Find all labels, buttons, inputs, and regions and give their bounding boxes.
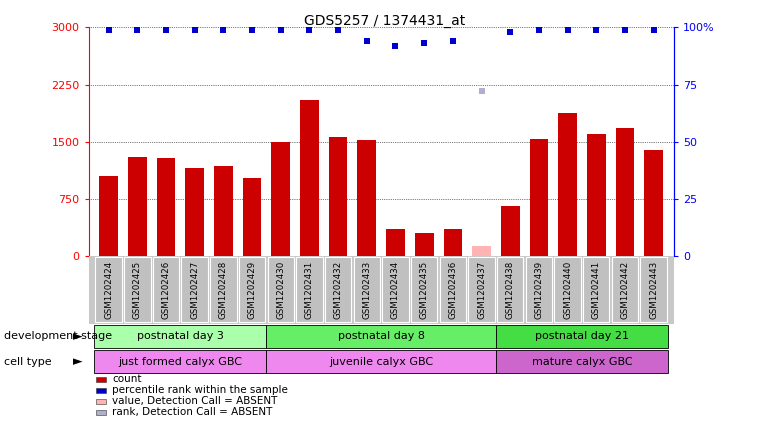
Text: GSM1202425: GSM1202425	[132, 261, 142, 319]
Text: ►: ►	[73, 330, 82, 343]
Bar	[496, 350, 668, 374]
Text: postnatal day 8: postnatal day 8	[338, 331, 424, 341]
Bar	[296, 257, 323, 322]
Text: juvenile calyx GBC: juvenile calyx GBC	[329, 357, 434, 367]
Bar	[329, 137, 347, 256]
Bar	[472, 246, 491, 256]
Text: GSM1202436: GSM1202436	[448, 261, 457, 319]
Text: GSM1202427: GSM1202427	[190, 261, 199, 319]
Bar	[382, 257, 409, 322]
Text: just formed calyx GBC: just formed calyx GBC	[119, 357, 243, 367]
Text: rank, Detection Call = ABSENT: rank, Detection Call = ABSENT	[112, 407, 273, 418]
Bar	[128, 157, 146, 256]
Text: GSM1202442: GSM1202442	[621, 261, 630, 319]
Bar	[411, 257, 437, 322]
Text: GDS5257 / 1374431_at: GDS5257 / 1374431_at	[304, 14, 466, 27]
Bar	[444, 229, 462, 256]
Bar	[440, 257, 466, 322]
Text: GSM1202438: GSM1202438	[506, 261, 514, 319]
Bar	[526, 257, 552, 322]
Bar	[583, 257, 610, 322]
Bar	[124, 257, 150, 322]
Text: postnatal day 21: postnatal day 21	[535, 331, 629, 341]
Text: mature calyx GBC: mature calyx GBC	[531, 357, 632, 367]
Bar	[266, 324, 496, 348]
Bar	[300, 100, 319, 256]
Text: GSM1202435: GSM1202435	[420, 261, 429, 319]
Text: percentile rank within the sample: percentile rank within the sample	[112, 385, 288, 396]
Bar	[612, 257, 638, 322]
Bar	[468, 257, 495, 322]
Bar	[272, 142, 290, 256]
Bar	[186, 168, 204, 256]
Text: GSM1202434: GSM1202434	[391, 261, 400, 319]
Bar	[497, 257, 524, 322]
Bar	[95, 257, 122, 322]
Text: ►: ►	[73, 355, 82, 368]
Bar	[641, 257, 667, 322]
Bar	[267, 257, 294, 322]
Bar	[496, 324, 668, 348]
Bar	[530, 140, 548, 256]
Text: GSM1202428: GSM1202428	[219, 261, 228, 319]
Bar	[616, 128, 634, 256]
Text: GSM1202432: GSM1202432	[333, 261, 343, 319]
Bar	[558, 113, 577, 256]
Text: GSM1202437: GSM1202437	[477, 261, 486, 319]
Bar	[156, 159, 176, 256]
Text: GSM1202443: GSM1202443	[649, 261, 658, 319]
Text: GSM1202433: GSM1202433	[363, 261, 371, 319]
Bar	[239, 257, 265, 322]
Bar	[415, 233, 434, 256]
Text: GSM1202429: GSM1202429	[248, 261, 256, 319]
Text: GSM1202441: GSM1202441	[592, 261, 601, 319]
Text: GSM1202426: GSM1202426	[162, 261, 170, 319]
Text: GSM1202431: GSM1202431	[305, 261, 314, 319]
Text: GSM1202424: GSM1202424	[104, 261, 113, 319]
Bar	[243, 178, 261, 256]
Bar	[353, 257, 380, 322]
Bar	[554, 257, 581, 322]
Bar	[182, 257, 208, 322]
Text: value, Detection Call = ABSENT: value, Detection Call = ABSENT	[112, 396, 278, 407]
Bar	[325, 257, 351, 322]
Text: development stage: development stage	[4, 331, 112, 341]
Bar	[94, 350, 266, 374]
Bar	[387, 229, 405, 256]
Bar	[152, 257, 179, 322]
Bar	[94, 324, 266, 348]
Bar	[501, 206, 520, 256]
Bar	[587, 134, 606, 256]
Bar	[357, 140, 376, 256]
Bar	[210, 257, 236, 322]
Text: postnatal day 3: postnatal day 3	[137, 331, 224, 341]
Text: count: count	[112, 374, 142, 385]
Text: GSM1202440: GSM1202440	[563, 261, 572, 319]
Bar	[266, 350, 496, 374]
Text: cell type: cell type	[4, 357, 52, 367]
Bar	[214, 166, 233, 256]
Bar	[99, 176, 118, 256]
Text: GSM1202430: GSM1202430	[276, 261, 285, 319]
Text: GSM1202439: GSM1202439	[534, 261, 544, 319]
Bar	[644, 150, 663, 256]
